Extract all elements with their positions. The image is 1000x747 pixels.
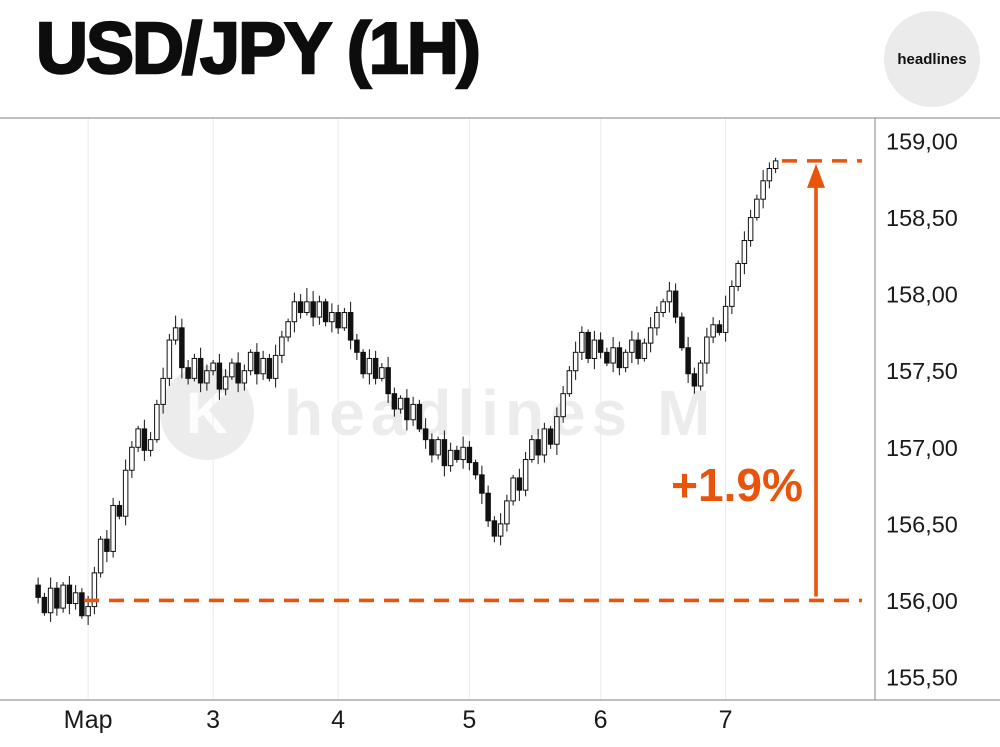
svg-text:Мар: Мар bbox=[64, 706, 113, 734]
svg-text:6: 6 bbox=[594, 706, 608, 734]
chart-frame bbox=[0, 117, 1000, 701]
headlines-badge: headlines bbox=[884, 11, 980, 107]
headlines-badge-label: headlines bbox=[897, 50, 967, 68]
svg-text:157,50: 157,50 bbox=[886, 358, 958, 384]
candles bbox=[35, 157, 779, 625]
watermark-text: headlines M bbox=[284, 377, 717, 449]
change-percent-label: +1.9% bbox=[671, 459, 803, 511]
svg-text:156,00: 156,00 bbox=[886, 588, 958, 614]
svg-text:5: 5 bbox=[462, 706, 476, 734]
watermark: K headlines M bbox=[160, 366, 716, 460]
svg-text:159,00: 159,00 bbox=[886, 128, 958, 154]
change-annotation bbox=[84, 159, 862, 603]
svg-text:3: 3 bbox=[206, 706, 220, 734]
chart-title: USD/JPY (1H) bbox=[35, 9, 482, 89]
svg-text:7: 7 bbox=[719, 706, 733, 734]
svg-text:155,50: 155,50 bbox=[886, 665, 958, 691]
svg-text:4: 4 bbox=[331, 706, 345, 734]
svg-text:156,50: 156,50 bbox=[886, 511, 958, 537]
svg-text:157,00: 157,00 bbox=[886, 435, 958, 461]
svg-text:158,50: 158,50 bbox=[886, 205, 958, 231]
svg-text:158,00: 158,00 bbox=[886, 282, 958, 308]
y-axis-labels: 159,00 158,50 158,00 157,50 157,00 156,50 156,… bbox=[886, 128, 958, 690]
x-axis-labels: Мар 3 4 5 6 7 bbox=[64, 706, 733, 734]
